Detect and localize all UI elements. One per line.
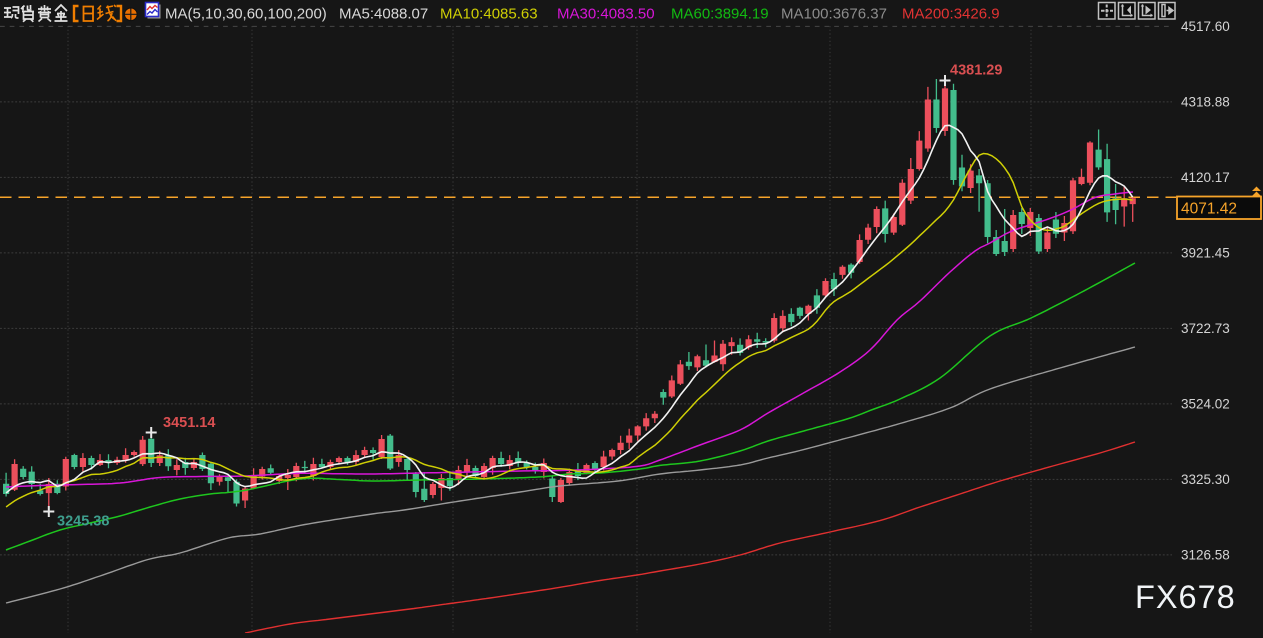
- svg-text:MA200:3426.9: MA200:3426.9: [902, 6, 1000, 23]
- svg-text:4071.42: 4071.42: [1181, 201, 1237, 218]
- svg-text:MA10:4085.63: MA10:4085.63: [440, 6, 538, 23]
- svg-text:4318.88: 4318.88: [1181, 94, 1230, 109]
- svg-text:3451.14: 3451.14: [163, 415, 215, 431]
- svg-text:3722.73: 3722.73: [1181, 321, 1230, 336]
- svg-text:3126.58: 3126.58: [1181, 547, 1230, 562]
- svg-text:MA5:4088.07: MA5:4088.07: [339, 6, 428, 23]
- svg-text:4120.17: 4120.17: [1181, 170, 1230, 185]
- svg-text:3325.30: 3325.30: [1181, 472, 1230, 487]
- svg-text:MA30:4083.50: MA30:4083.50: [557, 6, 655, 23]
- svg-text:3524.02: 3524.02: [1181, 396, 1230, 411]
- svg-text:4517.60: 4517.60: [1181, 19, 1230, 34]
- svg-text:4381.29: 4381.29: [950, 63, 1002, 79]
- svg-text:MA60:3894.19: MA60:3894.19: [671, 6, 769, 23]
- svg-text:MA100:3676.37: MA100:3676.37: [781, 6, 887, 23]
- svg-text:FX678: FX678: [1135, 579, 1236, 615]
- svg-text:3921.45: 3921.45: [1181, 245, 1230, 260]
- svg-text:3245.38: 3245.38: [57, 514, 109, 530]
- svg-text:MA(5,10,30,60,100,200): MA(5,10,30,60,100,200): [165, 6, 327, 23]
